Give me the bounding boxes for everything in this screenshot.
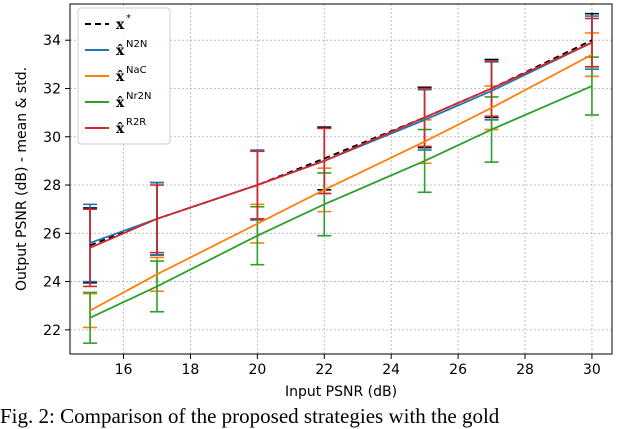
legend-label: x̂ <box>116 95 125 111</box>
legend-label: x̂ <box>116 43 125 59</box>
legend-label: x̂ <box>116 121 125 137</box>
x-tick-label: 30 <box>583 362 601 378</box>
y-axis-label: Output PSNR (dB) - mean & std. <box>14 67 30 291</box>
x-tick-label: 24 <box>382 362 400 378</box>
x-tick-label: 18 <box>182 362 200 378</box>
legend-label-sup: R2R <box>126 117 146 128</box>
x-axis-label: Input PSNR (dB) <box>285 384 397 400</box>
y-tick-label: 30 <box>43 130 61 146</box>
y-tick-label: 34 <box>43 33 61 49</box>
series-line-2 <box>89 53 593 312</box>
y-tick-label: 32 <box>43 81 61 97</box>
legend-label-sup: Nr2N <box>126 91 151 102</box>
x-tick-label: 26 <box>449 362 467 378</box>
legend-label: x̂ <box>116 69 125 85</box>
y-tick-label: 24 <box>43 275 61 291</box>
legend-label-sup: * <box>126 13 131 24</box>
legend-label-sup: N2N <box>126 39 147 50</box>
legend-box <box>77 7 171 145</box>
figure-caption: Fig. 2: Comparison of the proposed strat… <box>0 404 500 428</box>
legend-label-sup: NaC <box>126 65 147 76</box>
x-tick-label: 28 <box>516 362 534 378</box>
x-tick-label: 20 <box>248 362 266 378</box>
series-line-4 <box>89 41 593 249</box>
series-layer <box>83 12 599 344</box>
series-line-3 <box>89 85 593 319</box>
axes: 16 18 20 22 24 26 28 30 22 24 26 28 30 32 34 <box>43 3 613 378</box>
y-tick-label: 26 <box>43 226 61 242</box>
x-tick-label: 22 <box>315 362 333 378</box>
y-tick-label: 22 <box>43 323 61 339</box>
plot-frame <box>69 3 613 355</box>
y-tick-label: 28 <box>43 178 61 194</box>
legend-label: x <box>116 17 125 33</box>
x-tick-label: 16 <box>115 362 133 378</box>
